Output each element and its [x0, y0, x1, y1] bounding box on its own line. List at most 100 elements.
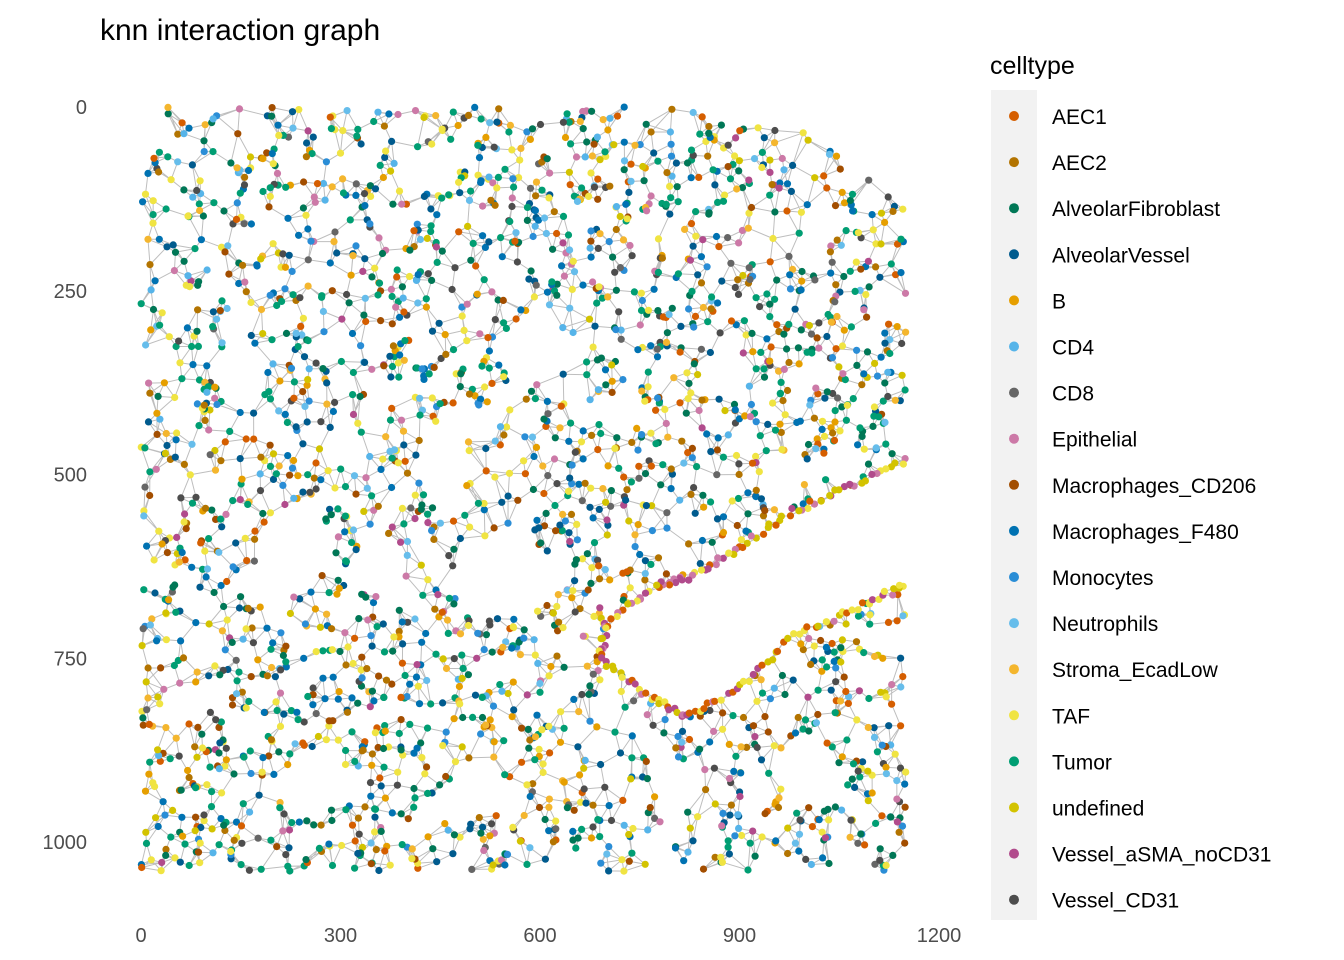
cell-point [403, 551, 411, 560]
cell-point [823, 184, 831, 192]
cell-point [889, 851, 897, 860]
cell-point [267, 645, 275, 653]
cell-point [840, 673, 848, 681]
cell-point [260, 518, 268, 526]
cell-point [616, 749, 625, 757]
cell-point [192, 784, 200, 792]
cell-point [563, 110, 571, 118]
cell-point [506, 406, 514, 414]
cell-point [762, 447, 770, 455]
cell-point [374, 743, 382, 752]
plot-panel [137, 103, 910, 875]
cell-point [831, 803, 840, 811]
cell-point [865, 176, 873, 184]
cell-point [500, 737, 508, 745]
cell-point [149, 305, 158, 314]
cell-point [162, 609, 170, 617]
cell-point [755, 468, 763, 476]
cell-point [579, 125, 587, 133]
cell-point [692, 208, 700, 216]
cell-point [689, 242, 697, 250]
cell-point [387, 167, 395, 175]
cell-point [351, 864, 359, 872]
cell-point [860, 306, 868, 314]
cell-point [520, 811, 528, 820]
cell-point [211, 383, 219, 391]
cell-point [235, 668, 243, 676]
cell-point [423, 763, 431, 771]
cell-point [202, 573, 210, 581]
cell-point [191, 245, 199, 253]
cell-point [495, 105, 503, 113]
cell-point [868, 211, 876, 219]
cell-point [449, 850, 457, 858]
cell-point [357, 666, 365, 674]
cell-point [703, 699, 711, 707]
cell-point [458, 651, 466, 659]
cell-point [139, 721, 147, 729]
cell-point [211, 662, 219, 670]
cell-point [715, 395, 723, 403]
cell-point [735, 415, 744, 423]
cell-point [577, 798, 585, 806]
cell-point [208, 506, 216, 514]
cell-point [758, 833, 766, 841]
cell-point [819, 854, 827, 862]
cell-point [509, 623, 517, 631]
cell-point [864, 797, 872, 805]
cell-point [824, 310, 832, 319]
cell-point [321, 196, 329, 204]
cell-point [152, 465, 160, 473]
cell-point [857, 830, 865, 838]
cell-point [428, 140, 436, 148]
cell-point [523, 216, 532, 224]
cell-point [490, 524, 498, 532]
cell-point [354, 849, 362, 858]
cell-point [310, 821, 318, 829]
cell-point [414, 682, 422, 690]
cell-point [673, 708, 681, 717]
cell-point [312, 485, 320, 493]
cell-point [480, 646, 488, 654]
cell-point [381, 153, 389, 161]
cell-point [829, 429, 837, 437]
cell-point [405, 272, 414, 281]
cell-point [647, 128, 655, 136]
cell-point [882, 440, 890, 448]
cell-point [151, 277, 159, 285]
cell-point [293, 708, 301, 716]
cell-point [398, 504, 406, 512]
cell-point [349, 252, 357, 260]
cell-point [424, 576, 432, 584]
cell-point [272, 698, 280, 706]
cell-point [717, 121, 726, 129]
cell-point [898, 371, 906, 379]
cell-point [661, 405, 669, 413]
cell-point [269, 240, 277, 248]
cell-point [530, 452, 538, 461]
cell-point [712, 561, 720, 569]
cell-point [508, 713, 516, 721]
cell-point [644, 368, 652, 376]
cell-point [196, 206, 204, 215]
cell-point [589, 343, 597, 351]
cell-point [458, 303, 466, 311]
cell-point [456, 630, 465, 638]
cell-point [371, 828, 379, 836]
cell-point [188, 563, 196, 571]
cell-point [605, 867, 613, 875]
cell-point [300, 654, 308, 662]
cell-point [854, 441, 862, 449]
cell-point [395, 187, 404, 195]
cell-point [290, 593, 298, 601]
cell-point [840, 272, 848, 281]
cell-point [496, 423, 505, 431]
cell-point [888, 681, 896, 689]
cell-point [238, 688, 246, 696]
cell-point [386, 416, 395, 424]
cell-point [361, 255, 369, 263]
cell-point [162, 205, 170, 213]
cell-point [302, 211, 310, 219]
cell-point [418, 365, 426, 373]
cell-point [368, 750, 376, 758]
